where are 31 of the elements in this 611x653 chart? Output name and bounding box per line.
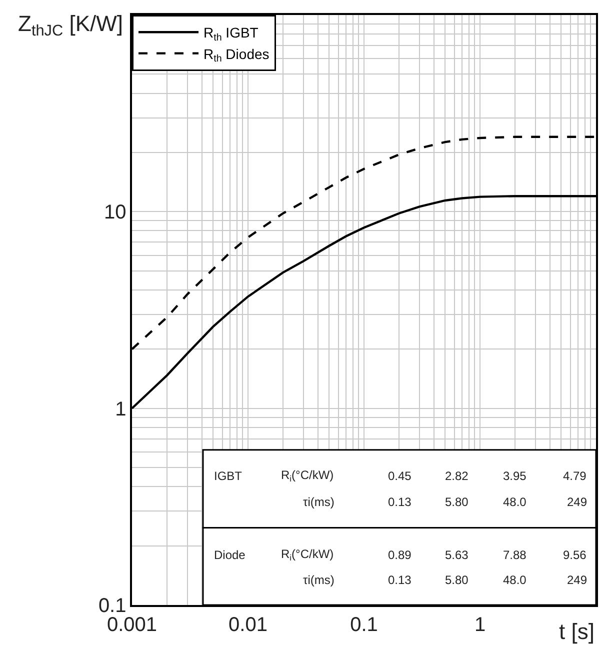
- annotation: 5.63: [445, 548, 469, 562]
- y-tick-label: 1: [115, 398, 126, 420]
- x-tick-label: 0.01: [228, 614, 268, 636]
- annotation: 0.13: [388, 495, 412, 509]
- annotation: 4.79: [563, 469, 587, 483]
- x-axis-title: t [s]: [559, 619, 594, 644]
- x-tick-label: 0.1: [350, 614, 378, 636]
- annotation: τi(ms): [303, 495, 334, 509]
- annotation: 0.45: [388, 469, 412, 483]
- annotation: 48.0: [503, 573, 527, 587]
- annotation: R$_{i}$(°C/kW): [281, 468, 334, 484]
- annotation: 2.82: [445, 469, 469, 483]
- legend-label: R$_{th}$ Diodes: [204, 46, 270, 65]
- annotation: 0.89: [388, 548, 412, 562]
- annotation: 5.80: [445, 573, 469, 587]
- x-tick-label: 1: [474, 614, 486, 636]
- annotation: 3.95: [503, 469, 527, 483]
- y-tick-label: 10: [104, 202, 126, 224]
- annotation: IGBT: [214, 469, 243, 483]
- annotation: 0.13: [388, 573, 412, 587]
- y-axis-title: Z$_{thJC}$ [K/W]: [18, 11, 123, 40]
- legend-label: R$_{th}$ IGBT: [204, 24, 259, 44]
- annotation: 7.88: [503, 548, 527, 562]
- annotation: R$_{i}$(°C/kW): [281, 547, 334, 563]
- annotation: 249: [567, 573, 588, 587]
- annotation: 9.56: [563, 548, 587, 562]
- annotation: Diode: [214, 548, 246, 562]
- annotation: 5.80: [445, 495, 469, 509]
- annotation: 249: [567, 495, 588, 509]
- annotation: 48.0: [503, 495, 527, 509]
- annotation: τi(ms): [303, 573, 334, 587]
